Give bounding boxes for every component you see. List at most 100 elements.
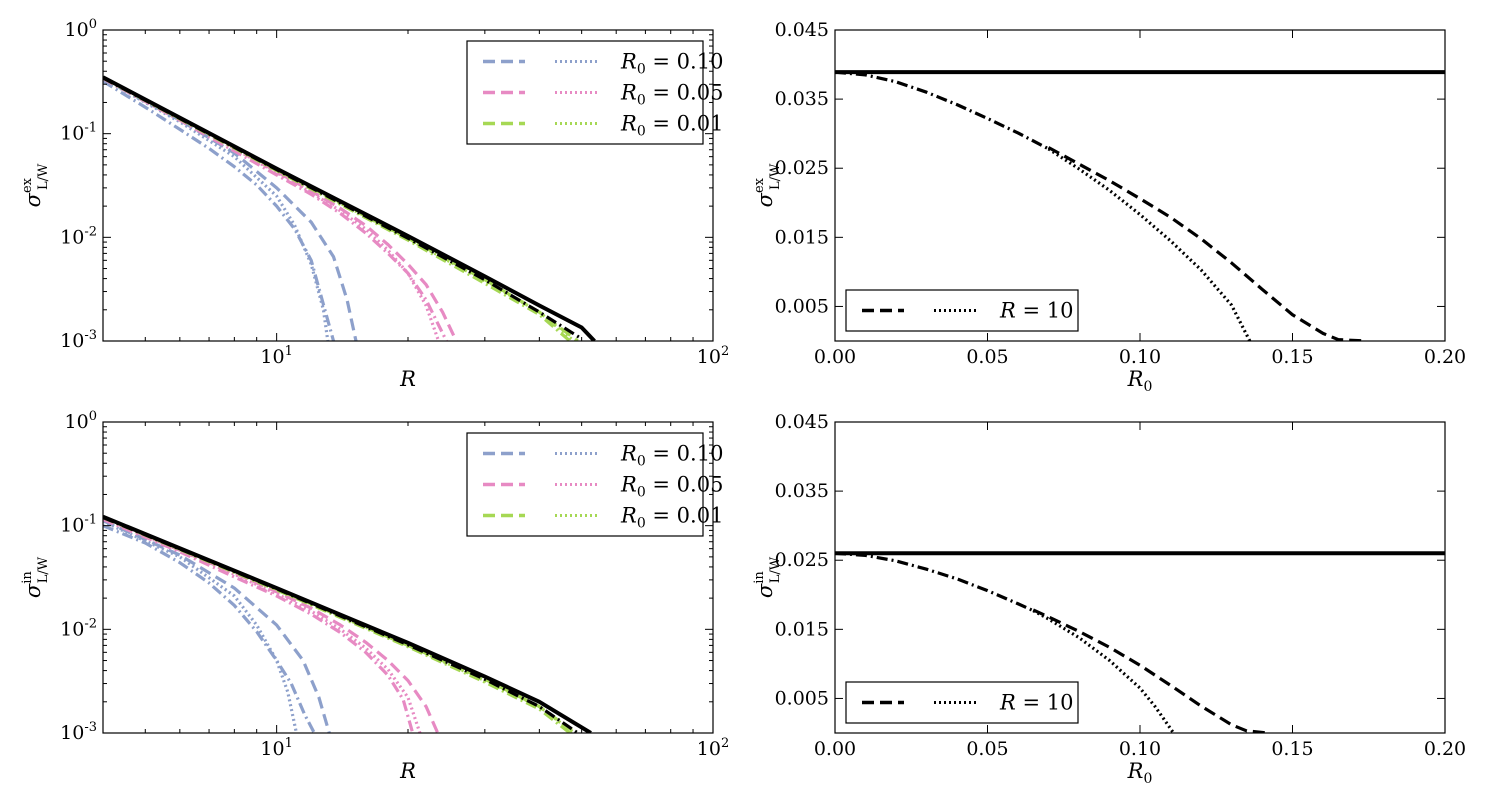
legend-label: R0 = 0.10 (620, 50, 723, 78)
series-line-r0-0-10-dashed (103, 77, 358, 341)
ticks: 0.00 0.05 0.10 0.15 0.20 0.005 0.015 0.025 0.035… (775, 19, 1467, 368)
text-part: 0.20 (1424, 738, 1466, 760)
text-part: L/W (768, 556, 783, 583)
series-group (103, 514, 592, 733)
text-part: 10 (697, 738, 721, 760)
text-part: 0 (637, 93, 646, 109)
x-tick-label: 101 (260, 736, 292, 760)
text-part: ex (752, 177, 767, 193)
text-part: 10 (60, 618, 84, 640)
legend-label: R0 = 0.05 (620, 473, 723, 501)
x-tick-label: 0.00 (814, 738, 856, 760)
text-part: 0.015 (775, 226, 829, 248)
text-part: σ (753, 192, 777, 207)
x-tick-label: 0.05 (966, 738, 1008, 760)
text-part: = 0.10 (646, 442, 724, 466)
y-tick-label: 100 (65, 409, 97, 433)
text-part: 10 (65, 19, 89, 41)
y-tick-label: 10-2 (60, 224, 97, 248)
text-part: L/W (768, 163, 783, 190)
text-part: L/W (36, 556, 51, 583)
text-part: L/W (36, 163, 51, 190)
x-tick-label: 0.10 (1119, 346, 1161, 368)
text-part: 1 (285, 736, 293, 751)
text-part: -2 (84, 224, 97, 239)
x-tick-label: 0.10 (1119, 738, 1161, 760)
text-part: 10 (60, 515, 84, 537)
text-part: -2 (84, 616, 97, 631)
y-tick-label: 100 (65, 17, 97, 41)
series-line-dash-dot (835, 551, 1034, 613)
x-tick-label: 0.20 (1424, 346, 1466, 368)
text-part: σ (21, 192, 45, 207)
text-part: 0.10 (1119, 346, 1161, 368)
text-part: = 0.01 (646, 112, 724, 136)
series-line-dotted (1032, 609, 1175, 733)
series-line-dashed (1032, 608, 1269, 733)
text-part: in (752, 571, 767, 584)
text-part: = 0.05 (646, 81, 724, 105)
y-axis-label: σexL/W (752, 163, 783, 207)
text-part: R (1127, 367, 1144, 391)
series-line-reference-solid (103, 75, 596, 341)
series-line-r0-0-05-dashed (103, 516, 440, 733)
x-tick-label: 0.15 (1271, 738, 1313, 760)
y-tick-label: 0.025 (775, 157, 829, 179)
text-part: R (399, 367, 416, 391)
text-part: = 0.10 (646, 50, 724, 74)
y-axis-label: σinL/W (752, 556, 783, 598)
x-tick-label: 102 (697, 344, 729, 368)
y-tick-label: 10-1 (60, 513, 97, 537)
y-tick-label: 0.045 (775, 411, 829, 433)
series-group (835, 70, 1445, 341)
text-part: 10 (260, 738, 284, 760)
panel-bottom-right-sigma-in-vs-R0: 0.00 0.05 0.10 0.15 0.20 0.005 0.015 0.025 0.035… (752, 411, 1466, 787)
text-part: 0.00 (814, 738, 856, 760)
text-part: 0.05 (966, 346, 1008, 368)
legend-label: R0 = 0.05 (620, 81, 723, 109)
text-part: 0 (89, 17, 97, 32)
legend-label: R0 = 0.10 (620, 442, 723, 470)
text-part: 0.05 (966, 738, 1008, 760)
text-part: 0.015 (775, 618, 829, 640)
y-tick-label: 0.005 (775, 687, 829, 709)
series-line-r0-0-10-dash-dot (103, 524, 316, 733)
text-part: 0 (637, 516, 646, 532)
y-tick-label: 0.035 (775, 88, 829, 110)
text-part: 2 (721, 344, 729, 359)
text-part: 10 (60, 330, 84, 352)
text-part: = 0.01 (646, 504, 724, 528)
series-line-dotted (1047, 147, 1252, 341)
text-part: 0 (1143, 771, 1152, 787)
text-part: 10 (60, 123, 84, 145)
text-part: σ (753, 583, 777, 598)
text-part: 0.035 (775, 480, 829, 502)
text-part: R (1127, 759, 1144, 783)
text-part: 0.10 (1119, 738, 1161, 760)
text-part: 1 (285, 344, 293, 359)
text-part: 0 (637, 62, 646, 78)
text-part: σ (21, 583, 45, 598)
text-part: 0 (637, 454, 646, 470)
series-line-r0-0-05-dotted (103, 76, 441, 341)
text-part: ex (20, 177, 35, 193)
text-part: 0.045 (775, 19, 829, 41)
text-part: 0 (637, 485, 646, 501)
x-tick-label: 101 (260, 344, 292, 368)
series-line-r0-0-10-dotted (103, 77, 330, 341)
y-tick-label: 10-2 (60, 616, 97, 640)
text-part: 0 (1143, 379, 1152, 395)
text-part: = 0.05 (646, 473, 724, 497)
text-part: R (399, 759, 416, 783)
y-tick-label: 10-3 (60, 328, 97, 352)
series-line-reference-solid (103, 514, 592, 733)
text-part: 0.025 (775, 157, 829, 179)
text-part: R (620, 473, 637, 497)
legend-label: R0 = 0.01 (620, 504, 723, 532)
legend: R = 10 (845, 681, 1079, 724)
series-line-dash-dot (835, 70, 1050, 151)
y-axis-label: σexL/W (20, 163, 51, 207)
text-part: 10 (65, 411, 89, 433)
